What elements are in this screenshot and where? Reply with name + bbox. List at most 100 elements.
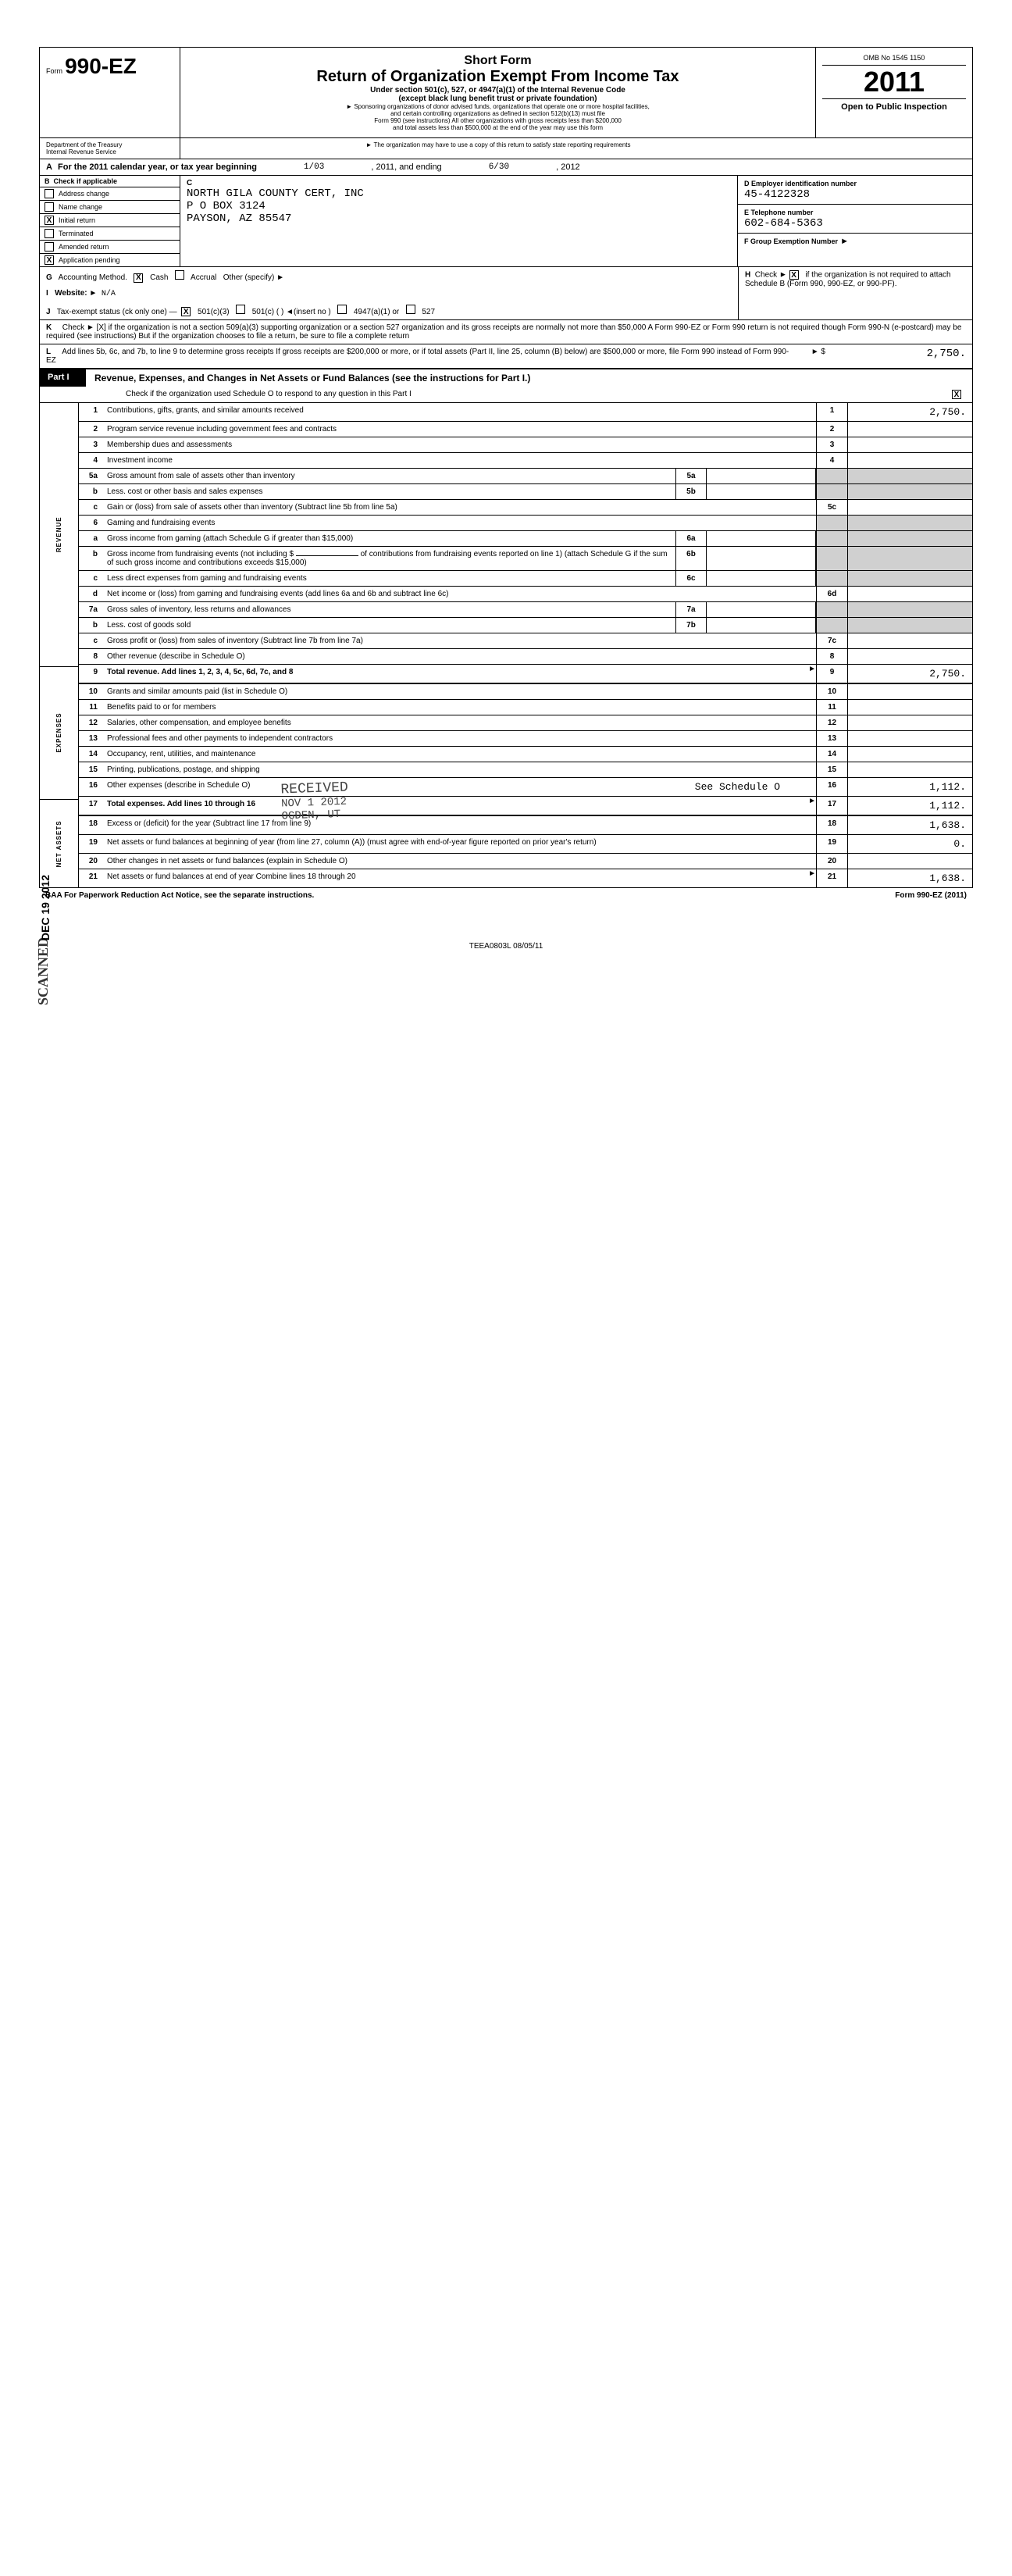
l6d-desc: Net income or (loss) from gaming and fun… xyxy=(102,587,816,601)
l6b-num: b xyxy=(79,547,102,570)
l9-val: 2,750. xyxy=(847,665,972,683)
l2-val xyxy=(847,422,972,437)
l5c-num: c xyxy=(79,500,102,515)
l21-val: 1,638. xyxy=(847,869,972,887)
g-accrual: Accrual xyxy=(191,273,216,282)
l10-num: 10 xyxy=(79,684,102,699)
chk-terminated[interactable]: Terminated xyxy=(40,227,180,241)
title-cell: Short Form Return of Organization Exempt… xyxy=(180,48,816,137)
l6b-desc: Gross income from fundraising events (no… xyxy=(107,550,294,558)
chk-amended[interactable]: Amended return xyxy=(40,241,180,254)
l7b-box: 7b xyxy=(675,618,707,633)
l7c-val xyxy=(847,633,972,648)
form-header: Form 990-EZ Short Form Return of Organiz… xyxy=(40,48,972,138)
l1-num: 1 xyxy=(79,403,102,421)
j-527-chk[interactable] xyxy=(406,305,415,314)
line-15: 15 Printing, publications, postage, and … xyxy=(79,762,972,778)
j-4947-chk[interactable] xyxy=(337,305,347,314)
row-i: I Website: ► N/A xyxy=(40,286,738,301)
l1-box: 1 xyxy=(816,403,847,421)
l7a-desc: Gross sales of inventory, less returns a… xyxy=(102,602,675,617)
note3: Form 990 (see instructions) All other or… xyxy=(187,117,809,124)
l17-desc: Total expenses. Add lines 10 through 16 xyxy=(102,797,800,815)
l6c-box: 6c xyxy=(675,571,707,586)
l19-box: 19 xyxy=(816,835,847,853)
j-501c3-chk[interactable]: X xyxy=(181,307,191,316)
l5b-num: b xyxy=(79,484,102,499)
j-opt3: 4947(a)(1) or xyxy=(354,308,399,316)
chk-label-term: Terminated xyxy=(59,230,94,237)
note4: and total assets less than $500,000 at t… xyxy=(187,124,809,131)
l5c-desc: Gain or (loss) from sale of assets other… xyxy=(102,500,816,515)
j-text: Tax-exempt status (ck only one) — xyxy=(57,308,177,316)
line-4: 4 Investment income 4 xyxy=(79,453,972,469)
line-7c: c Gross profit or (loss) from sales of i… xyxy=(79,633,972,649)
chk-box-name[interactable] xyxy=(45,202,54,212)
l6c-shade2 xyxy=(847,571,972,586)
row-h: H Check ► X if the organization is not r… xyxy=(738,267,972,319)
line-18: 18 Excess or (deficit) for the year (Sub… xyxy=(79,816,972,835)
form-prefix: Form xyxy=(46,67,62,75)
g-accrual-chk[interactable] xyxy=(175,270,184,280)
line-11: 11 Benefits paid to or for members 11 xyxy=(79,700,972,715)
l6c-num: c xyxy=(79,571,102,586)
h-chk[interactable]: X xyxy=(789,270,799,280)
line-6: 6 Gaming and fundraising events xyxy=(79,516,972,531)
part1-lines: 1 Contributions, gifts, grants, and simi… xyxy=(79,403,972,887)
l6-num: 6 xyxy=(79,516,102,530)
part1-header: Part I Revenue, Expenses, and Changes in… xyxy=(40,369,972,387)
d-label: Employer identification number xyxy=(751,180,857,187)
col-b-label: Check if applicable xyxy=(54,177,118,185)
l21-box: 21 xyxy=(816,869,847,887)
l4-box: 4 xyxy=(816,453,847,468)
g-cash-chk[interactable]: X xyxy=(134,273,143,283)
l16-num: 16 xyxy=(79,778,102,796)
part1-title: Revenue, Expenses, and Changes in Net As… xyxy=(87,369,972,387)
footer: BAA For Paperwork Reduction Act Notice, … xyxy=(39,888,973,903)
l5b-box: 5b xyxy=(675,484,707,499)
chk-initial-return[interactable]: X Initial return xyxy=(40,214,180,227)
col-de: D Employer identification number 45-4122… xyxy=(738,176,972,266)
chk-box-addr[interactable] xyxy=(45,189,54,198)
l5a-shade1 xyxy=(816,469,847,483)
l5b-desc: Less. cost or other basis and sales expe… xyxy=(102,484,675,499)
sched-o-chk[interactable]: X xyxy=(952,390,961,399)
l6a-val xyxy=(707,531,816,546)
chk-box-app[interactable]: X xyxy=(45,255,54,265)
l2-num: 2 xyxy=(79,422,102,437)
sched-o-row: Check if the organization used Schedule … xyxy=(40,387,972,403)
row-f: F Group Exemption Number ► xyxy=(738,234,972,249)
l10-val xyxy=(847,684,972,699)
chk-address-change[interactable]: Address change xyxy=(40,187,180,201)
footer-baa: BAA For Paperwork Reduction Act Notice, … xyxy=(45,891,314,900)
l6a-shade2 xyxy=(847,531,972,546)
chk-box-term[interactable] xyxy=(45,229,54,238)
line-9: 9 Total revenue. Add lines 1, 2, 3, 4, 5… xyxy=(79,665,972,684)
j-501c-chk[interactable] xyxy=(236,305,245,314)
l19-num: 19 xyxy=(79,835,102,853)
l8-val xyxy=(847,649,972,664)
form-990ez-container: Form 990-EZ Short Form Return of Organiz… xyxy=(39,47,973,888)
part1-body: REVENUE EXPENSES NET ASSETS 1 Contributi… xyxy=(40,403,972,887)
g-text: Accounting Method. xyxy=(59,273,127,282)
l6c-shade1 xyxy=(816,571,847,586)
l7c-desc: Gross profit or (loss) from sales of inv… xyxy=(102,633,816,648)
chk-name-change[interactable]: Name change xyxy=(40,201,180,214)
chk-box-amend[interactable] xyxy=(45,242,54,252)
l13-val xyxy=(847,731,972,746)
l6-desc: Gaming and fundraising events xyxy=(102,516,816,530)
l6b-val xyxy=(707,547,816,570)
j-opt2: 501(c) ( ) ◄(insert no ) xyxy=(252,308,331,316)
chk-app-pending[interactable]: X Application pending xyxy=(40,254,180,266)
l11-num: 11 xyxy=(79,700,102,715)
chk-box-initial[interactable]: X xyxy=(45,216,54,225)
l6b-shade2 xyxy=(847,547,972,570)
l6b-shade1 xyxy=(816,547,847,570)
col-b: B Check if applicable Address change Nam… xyxy=(40,176,180,266)
chk-label-app: Application pending xyxy=(59,256,120,264)
l4-num: 4 xyxy=(79,453,102,468)
l5a-num: 5a xyxy=(79,469,102,483)
l16-box: 16 xyxy=(816,778,847,796)
l8-box: 8 xyxy=(816,649,847,664)
l18-desc: Excess or (deficit) for the year (Subtra… xyxy=(102,816,816,834)
